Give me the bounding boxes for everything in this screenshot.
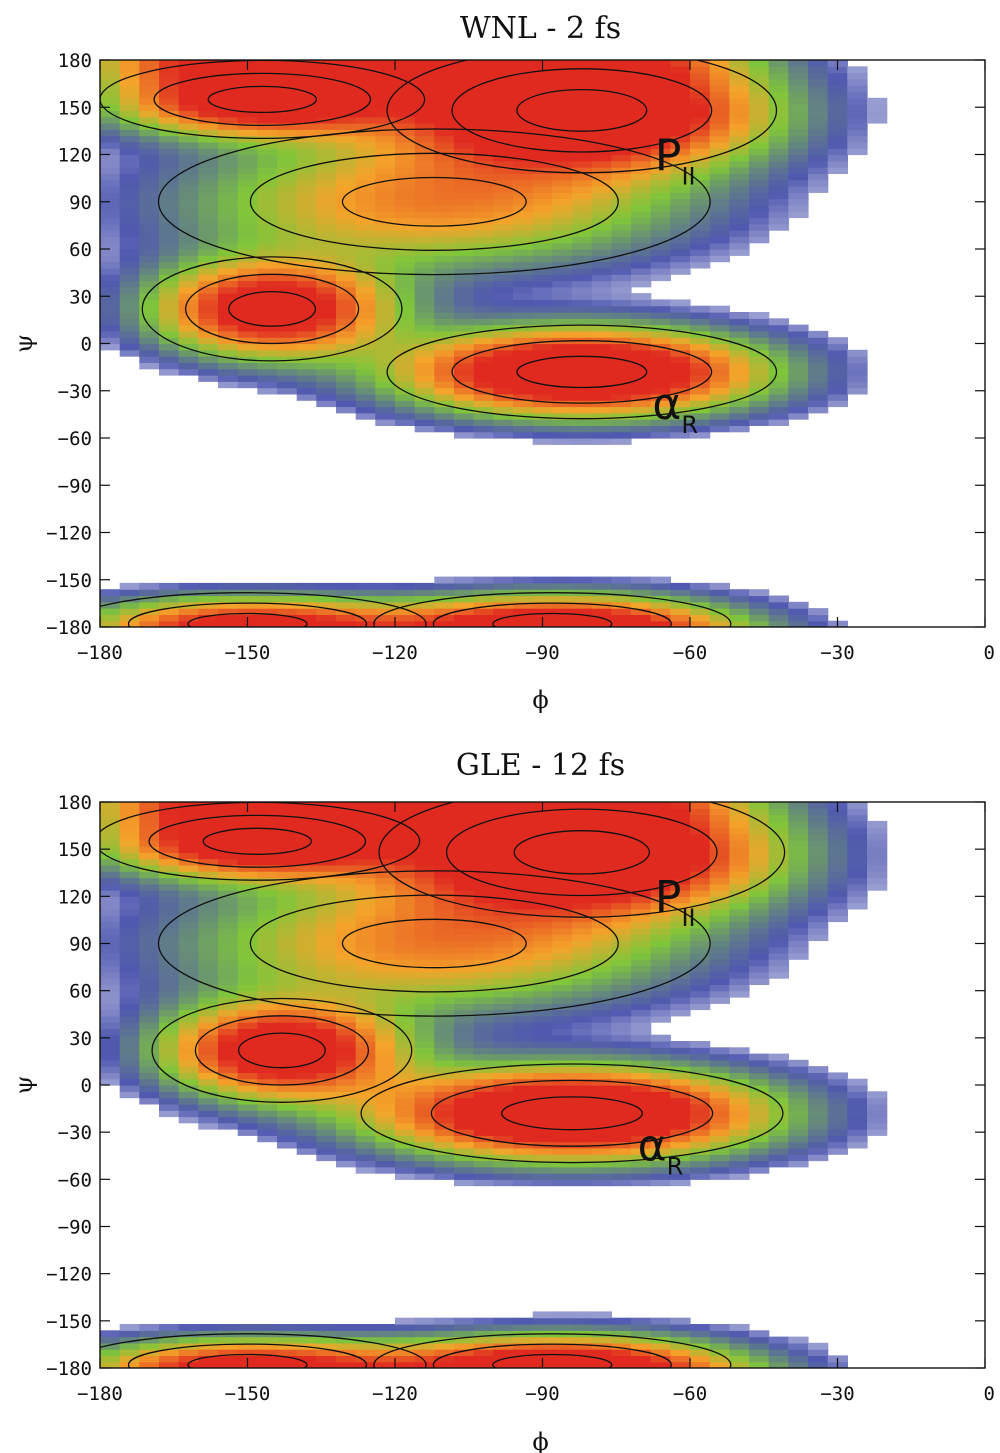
contour-line (513, 830, 651, 875)
contour-line (516, 355, 648, 389)
y-tick-label: 30 (69, 1028, 92, 1050)
contour-line (360, 1063, 784, 1164)
contour-line (184, 273, 360, 345)
contour-line (187, 612, 308, 627)
contour-line (187, 1353, 308, 1368)
contour-line (432, 602, 672, 627)
y-tick-label: −120 (46, 523, 92, 545)
y-tick-label: 90 (69, 192, 92, 214)
x-tick-label: −180 (77, 642, 123, 664)
contour-line (373, 1333, 732, 1368)
y-tick-label: −180 (46, 617, 92, 639)
x-tick-label: −150 (225, 642, 271, 664)
y-tick-label: −180 (46, 1358, 92, 1380)
contour-line (127, 602, 368, 627)
y-tick-label: 150 (58, 839, 92, 861)
y-axis-label: ψ (10, 1076, 38, 1095)
contour-line (432, 1343, 672, 1368)
contour-line (153, 72, 372, 127)
contour-line (202, 827, 313, 855)
x-axis-label: ϕ (532, 1428, 548, 1453)
x-tick-label: −60 (673, 1383, 707, 1405)
x-tick-label: −120 (372, 1383, 418, 1405)
contour-line (378, 802, 786, 918)
y-tick-label: −30 (58, 381, 92, 403)
x-tick-label: −30 (820, 1383, 854, 1405)
contour-line (157, 128, 711, 276)
contour-line (228, 290, 317, 327)
contour-lines (100, 802, 786, 1368)
y-tick-label: −60 (58, 1169, 92, 1191)
contour-line (501, 1096, 643, 1131)
contour-line (249, 152, 619, 251)
x-tick-label: −60 (673, 642, 707, 664)
x-tick-label: −120 (372, 642, 418, 664)
contour-line (100, 592, 427, 627)
y-tick-label: −60 (58, 428, 92, 450)
y-tick-label: 90 (69, 934, 92, 956)
contour-line (207, 85, 318, 114)
y-tick-label: −120 (46, 1264, 92, 1286)
y-tick-label: 180 (58, 50, 92, 72)
region-label: PII (655, 130, 696, 190)
y-tick-label: 0 (81, 334, 92, 356)
contour-line (445, 808, 718, 897)
contour-line (341, 918, 527, 969)
region-label: αR (638, 1120, 684, 1180)
contour-line (151, 997, 413, 1103)
contour-line (237, 1032, 326, 1069)
x-tick-label: −90 (525, 642, 559, 664)
chart-title: WNL - 2 fs (460, 11, 621, 46)
y-axis-label: ψ (10, 334, 38, 353)
y-tick-label: 120 (58, 886, 92, 908)
y-tick-label: −150 (46, 1311, 92, 1333)
contour-line (148, 814, 367, 868)
y-tick-label: 30 (69, 286, 92, 308)
contour-line (341, 176, 527, 227)
y-tick-label: 60 (69, 239, 92, 261)
contour-line (141, 256, 403, 362)
contour-line (451, 68, 713, 153)
region-label: αR (652, 379, 698, 439)
contour-line (157, 870, 711, 1017)
x-tick-label: −180 (77, 1383, 123, 1405)
y-tick-label: −90 (58, 475, 92, 497)
y-tick-label: 60 (69, 981, 92, 1003)
chart-title: GLE - 12 fs (456, 748, 625, 783)
x-tick-label: 0 (984, 642, 995, 664)
y-tick-label: 180 (58, 792, 92, 814)
x-tick-label: 0 (984, 1383, 995, 1405)
contour-lines (100, 60, 778, 627)
contour-line (100, 1333, 427, 1368)
region-label: PII (655, 872, 696, 932)
x-tick-label: −30 (820, 642, 854, 664)
contour-line (492, 612, 613, 627)
contour-line (492, 1353, 613, 1368)
y-tick-label: −90 (58, 1217, 92, 1239)
contour-line (516, 88, 648, 132)
contour-line (127, 1343, 368, 1368)
chart-panel-2: 180 150 120 90 60 30 0 −30 −60 −90 −120 −150 −180 −18… (10, 748, 995, 1453)
density-heatmap (100, 60, 888, 627)
contour-line (373, 592, 732, 627)
y-tick-label: 150 (58, 97, 92, 119)
contour-line (451, 340, 713, 404)
x-tick-label: −90 (525, 1383, 559, 1405)
x-axis-label: ϕ (532, 686, 548, 714)
contour-line (249, 894, 619, 993)
y-tick-label: 0 (81, 1075, 92, 1097)
y-tick-label: 120 (58, 145, 92, 167)
y-tick-label: −30 (58, 1122, 92, 1144)
y-tick-label: −150 (46, 570, 92, 592)
chart-panel-1: 180 150 120 90 60 30 0 −30 −60 −90 −120 −150 −180 −18… (10, 11, 995, 714)
density-heatmap (100, 802, 888, 1368)
contour-line (194, 1015, 370, 1086)
contour-line (386, 324, 778, 420)
contour-line (430, 1079, 714, 1147)
x-tick-label: −150 (225, 1383, 271, 1405)
